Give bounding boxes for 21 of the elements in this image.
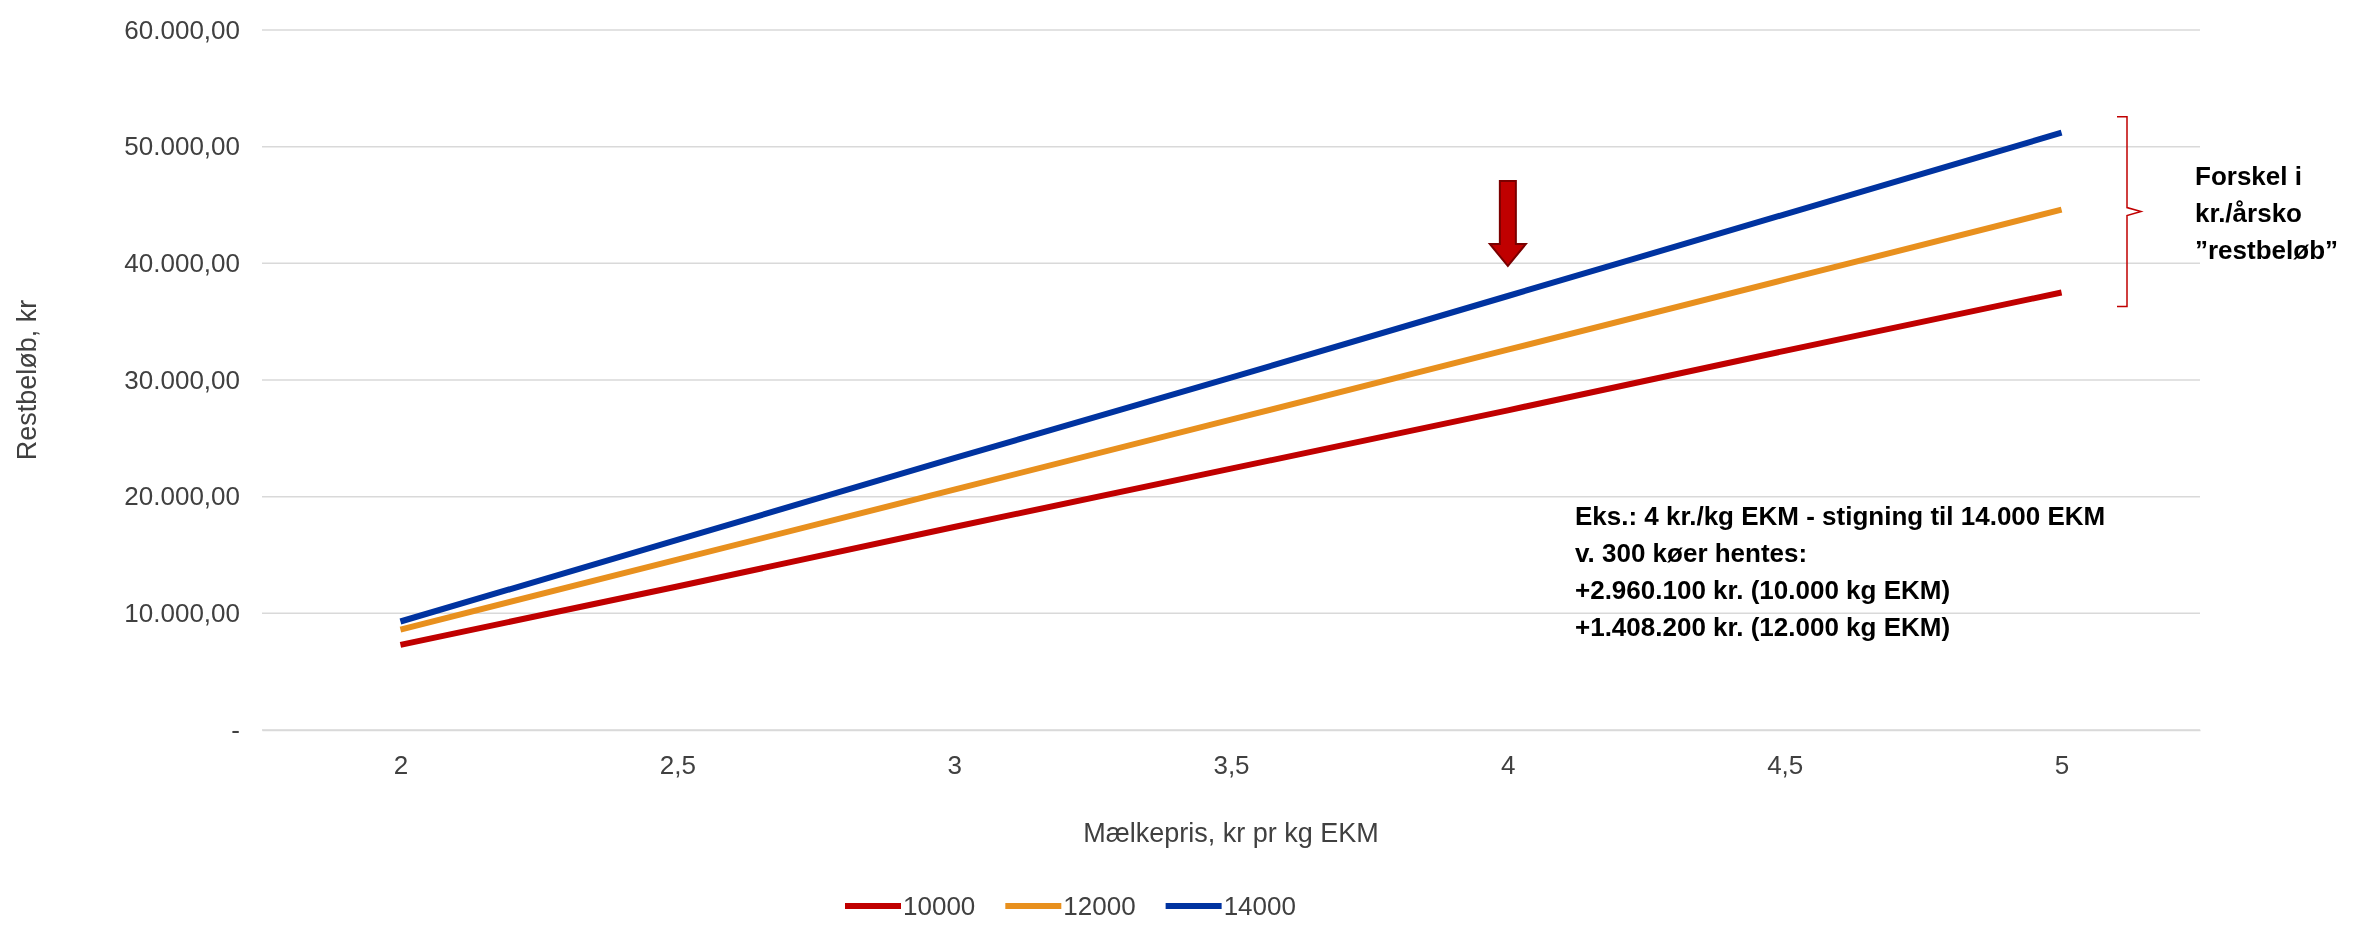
annotation: Eks.: 4 kr./kg EKM - stigning til 14.000 EKM v. 300 køer hentes: +2.960.100 kr. (10.000 kg EKM) +1.408.200 kr. (12.000 kg EKM) [1575,501,2106,642]
y-tick-label: - [231,714,240,745]
y-tick-label: 50.000,00 [124,131,240,162]
x-tick-label: 2 [393,750,409,781]
x-tick-label: 3 [947,750,962,781]
y-axis-title: Restbeløb, kr [12,299,42,461]
y-tick-label: 20.000,00 [124,481,240,512]
y-tick-label: 10.000,00 [124,598,240,629]
x-tick-label: 3,5 [1213,750,1250,781]
legend-label: 14000 [1223,891,1296,921]
legend-label: 12000 [1063,891,1136,921]
x-tick-label: 5 [2054,750,2070,781]
x-tick-label: 4,5 [1767,750,1804,781]
y-tick-label: 40.000,00 [124,248,240,279]
x-tick-label: 2,5 [659,750,696,781]
x-tick-label: 4 [1501,750,1516,781]
y-tick-label: 60.000,00 [124,14,240,45]
legend-label: 10000 [903,891,976,921]
annotation: Forskel i kr./årsko ”restbeløb” [2195,161,2339,265]
y-tick-label: 30.000,00 [124,364,240,395]
x-axis-title: Mælkepris, kr pr kg EKM [1083,818,1379,848]
